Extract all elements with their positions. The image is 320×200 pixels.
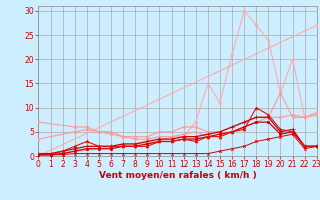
X-axis label: Vent moyen/en rafales ( km/h ): Vent moyen/en rafales ( km/h ) (99, 171, 256, 180)
